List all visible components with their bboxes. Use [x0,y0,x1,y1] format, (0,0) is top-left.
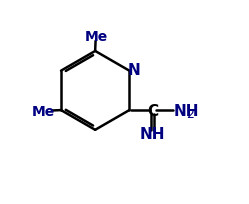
Text: N: N [127,63,140,78]
Text: NH: NH [174,103,199,118]
Text: Me: Me [32,105,56,119]
Text: C: C [147,103,158,118]
Text: Me: Me [85,30,108,44]
Text: 2: 2 [186,108,194,121]
Text: NH: NH [140,126,165,141]
